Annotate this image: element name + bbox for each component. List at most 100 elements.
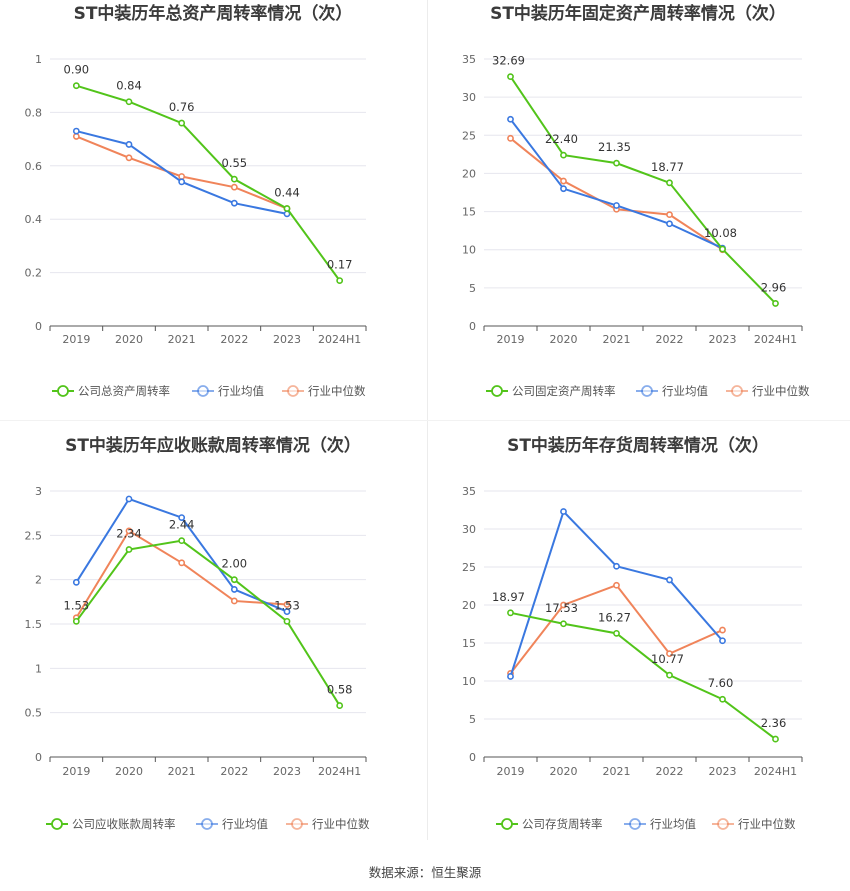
data-point-industry_avg xyxy=(666,220,673,228)
data-point-company xyxy=(507,609,514,617)
legend-marker-icon xyxy=(197,385,209,397)
data-point-industry_median xyxy=(719,626,726,634)
y-tick-label: 0 xyxy=(35,751,42,764)
data-point-industry_avg xyxy=(125,495,133,503)
data-label: 18.97 xyxy=(492,590,525,604)
data-point-industry_avg xyxy=(230,586,238,593)
data-label: 0.17 xyxy=(327,258,353,272)
data-point-company xyxy=(507,73,514,81)
data-point-industry_avg xyxy=(560,508,567,515)
data-label: 0.44 xyxy=(274,186,300,200)
y-tick-label: 2.5 xyxy=(25,529,43,542)
y-tick-label: 15 xyxy=(462,637,476,650)
legend-item-industry_avg[interactable]: 行业均值 xyxy=(624,817,696,831)
data-label: 2.00 xyxy=(222,557,248,571)
legend-item-industry_median[interactable]: 行业中位数 xyxy=(282,384,366,398)
data-point-industry_median xyxy=(125,527,133,535)
legend-item-industry_median[interactable]: 行业中位数 xyxy=(712,817,796,831)
legend-item-company[interactable]: 公司固定资产周转率 xyxy=(486,384,616,398)
chart-title: ST中装历年固定资产周转率情况（次） xyxy=(490,3,786,24)
legend-marker-icon xyxy=(501,818,513,830)
data-point-industry_median xyxy=(507,134,514,142)
data-point-company xyxy=(72,82,80,90)
y-tick-label: 0.6 xyxy=(25,160,43,173)
legend-marker-icon xyxy=(201,818,213,830)
y-tick-label: 2 xyxy=(35,574,42,587)
data-point-company xyxy=(772,735,779,743)
x-tick-label: 2020 xyxy=(115,333,143,346)
data-label: 32.69 xyxy=(492,54,525,68)
chart-1: ST中装历年总资产周转率情况（次） 0 0.2 0.4 0.6 0.8 1 2019 2020 2… xyxy=(25,3,367,398)
data-point-industry_avg xyxy=(72,127,80,135)
series-line-company xyxy=(76,84,341,282)
data-point-company xyxy=(283,205,291,212)
legend-item-company[interactable]: 公司存货周转率 xyxy=(496,817,603,831)
y-tick-label: 3 xyxy=(35,485,42,498)
data-point-company xyxy=(560,151,567,159)
legend-item-industry_avg[interactable]: 行业均值 xyxy=(192,384,264,398)
x-tick-label: 2023 xyxy=(709,765,737,778)
data-point-industry_avg xyxy=(125,141,133,148)
y-tick-label: 10 xyxy=(462,675,476,688)
data-point-industry_avg xyxy=(283,608,291,615)
x-tick-label: 2022 xyxy=(220,765,248,778)
legend-label: 行业中位数 xyxy=(312,817,370,831)
data-label: 0.90 xyxy=(64,63,90,77)
y-tick-label: 1 xyxy=(35,53,42,66)
legend-item-industry_median[interactable]: 行业中位数 xyxy=(726,384,810,398)
y-tick-label: 25 xyxy=(462,129,476,142)
legend-marker-icon xyxy=(629,818,641,830)
legend-item-industry_avg[interactable]: 行业均值 xyxy=(196,817,268,831)
chart-2: ST中装历年固定资产周转率情况（次） 0 5 10 15 20 25 30 35 2019 2020… xyxy=(462,3,810,398)
data-point-company xyxy=(719,695,726,703)
legend-marker-icon xyxy=(287,385,299,397)
data-label: 16.27 xyxy=(598,610,631,624)
legend-item-company[interactable]: 公司应收账款周转率 xyxy=(46,817,176,831)
data-label: 1.53 xyxy=(64,598,90,612)
legend-marker-icon xyxy=(731,385,743,397)
data-point-company xyxy=(72,617,80,625)
legend-item-industry_median[interactable]: 行业中位数 xyxy=(286,817,370,831)
data-point-industry_median xyxy=(560,177,567,185)
legend-item-company[interactable]: 公司总资产周转率 xyxy=(52,384,170,398)
data-point-industry_avg xyxy=(178,178,186,186)
legend-label: 公司应收账款周转率 xyxy=(72,817,176,831)
legend-label: 行业均值 xyxy=(650,817,696,831)
legend-marker-icon xyxy=(51,818,63,830)
x-tick-label: 2020 xyxy=(550,333,578,346)
y-tick-label: 35 xyxy=(462,485,476,498)
data-point-industry_median xyxy=(178,173,186,180)
series-line-industry_median xyxy=(75,135,288,210)
series-line-industry_median xyxy=(509,584,723,675)
legend-item-industry_avg[interactable]: 行业均值 xyxy=(636,384,708,398)
data-label: 0.55 xyxy=(222,156,248,170)
data-point-industry_avg xyxy=(178,514,186,521)
legend-marker-icon xyxy=(717,818,729,830)
data-point-industry_avg xyxy=(507,115,514,123)
data-point-company xyxy=(613,629,620,637)
y-tick-label: 25 xyxy=(462,561,476,574)
series-line-company xyxy=(510,611,777,740)
data-point-company xyxy=(125,98,133,106)
legend-marker-icon xyxy=(57,385,69,397)
data-point-company xyxy=(178,537,186,545)
legend-label: 行业均值 xyxy=(222,817,268,831)
x-tick-label: 2024H1 xyxy=(754,765,797,778)
data-label: 2.34 xyxy=(116,527,142,541)
data-point-company xyxy=(230,576,238,584)
x-tick-label: 2022 xyxy=(656,765,684,778)
y-tick-label: 30 xyxy=(462,91,476,104)
chart-title: ST中装历年应收账款周转率情况（次） xyxy=(65,435,361,456)
data-label: 10.08 xyxy=(704,226,737,240)
data-label: 7.60 xyxy=(708,676,734,690)
data-point-company xyxy=(336,702,344,709)
y-tick-label: 5 xyxy=(469,282,476,295)
series-line-company xyxy=(509,76,777,305)
legend-label: 公司固定资产周转率 xyxy=(512,384,616,398)
x-tick-label: 2019 xyxy=(497,765,525,778)
y-tick-label: 15 xyxy=(462,206,476,219)
legend-marker-icon xyxy=(491,385,503,397)
x-tick-label: 2021 xyxy=(603,333,631,346)
x-tick-label: 2019 xyxy=(62,765,90,778)
data-label: 2.36 xyxy=(761,716,787,730)
